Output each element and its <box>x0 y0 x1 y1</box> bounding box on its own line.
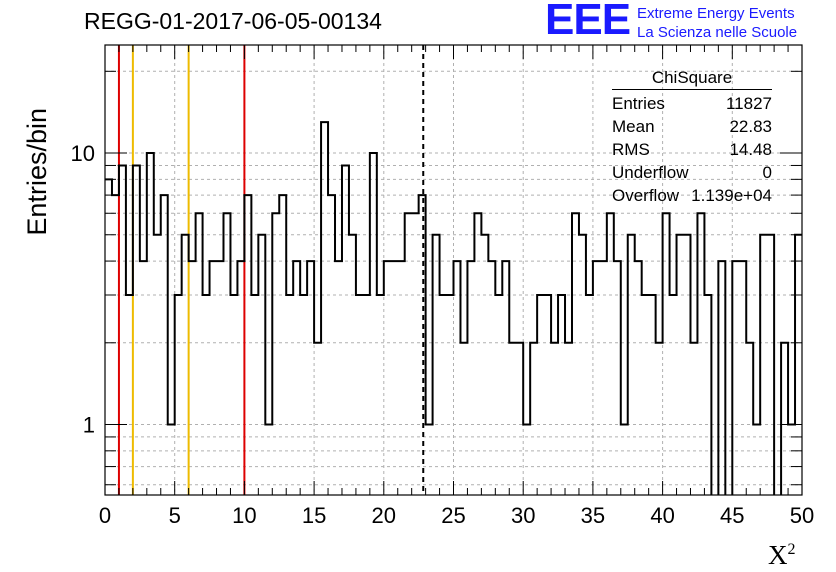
stats-name: ChiSquare <box>612 68 772 90</box>
chart-title: REGG-01-2017-06-05-00134 <box>84 8 382 34</box>
x-tick-label: 0 <box>99 503 111 528</box>
logo-line-2: La Scienza nelle Scuole <box>637 24 798 41</box>
x-tick-label: 50 <box>790 503 814 528</box>
x-tick-label: 30 <box>511 503 535 528</box>
logo-line-1: Extreme Energy Events <box>637 5 795 22</box>
y-tick-label: 10 <box>71 141 95 166</box>
stats-row-underflow: Underflow 0 <box>612 163 772 182</box>
y-tick-label: 1 <box>83 413 95 438</box>
stats-row-overflow: Overflow 1.139e+04 <box>612 186 772 205</box>
stats-row-entries: Entries 11827 <box>612 94 772 113</box>
eee-logo: EEE <box>545 0 631 44</box>
stats-row-mean: Mean 22.83 <box>612 117 772 136</box>
x-tick-label: 20 <box>372 503 396 528</box>
y-axis-label: Entries/bin <box>22 108 52 236</box>
x-axis-label: X2 <box>768 540 796 570</box>
x-tick-label: 45 <box>720 503 744 528</box>
histogram-series <box>105 121 802 495</box>
x-tick-label: 10 <box>232 503 256 528</box>
x-tick-label: 35 <box>581 503 605 528</box>
x-tick-label: 40 <box>650 503 674 528</box>
stats-box: ChiSquare Entries 11827 Mean 22.83 RMS 14.4… <box>612 68 772 207</box>
x-tick-label: 25 <box>441 503 465 528</box>
stats-row-rms: RMS 14.48 <box>612 140 772 159</box>
x-tick-label: 5 <box>169 503 181 528</box>
x-tick-label: 15 <box>302 503 326 528</box>
